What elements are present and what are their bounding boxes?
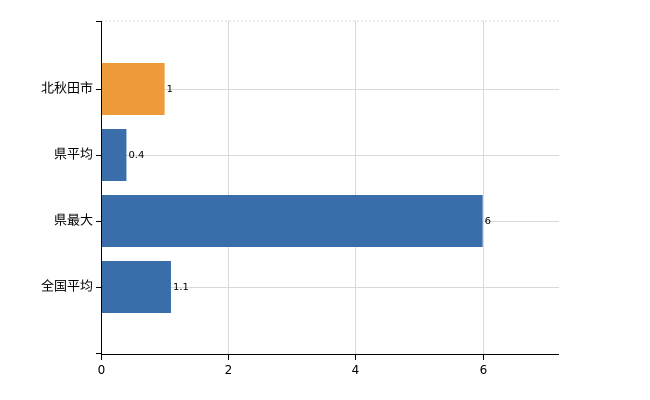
bar: [101, 195, 483, 247]
category-label: 北秋田市: [41, 81, 93, 97]
category-label: 県最大: [54, 214, 93, 229]
data-label: 1: [167, 84, 173, 95]
x-tick-label: 0: [98, 363, 106, 377]
category-label: 県平均: [54, 148, 93, 163]
x-tick-label: 4: [352, 363, 360, 377]
data-label: 6: [485, 216, 491, 227]
labels: 1 北秋田市 0.4 県平均 6 県最大 1.1 全国平均 0 2 4 6: [41, 81, 491, 378]
bar: [101, 129, 127, 181]
bars: [101, 63, 483, 313]
x-tick-label: 2: [225, 363, 233, 377]
x-tick-label: 6: [480, 363, 488, 377]
axes: [96, 21, 559, 360]
category-label: 全国平均: [41, 279, 93, 295]
data-label: 1.1: [173, 282, 189, 293]
data-label: 0.4: [128, 150, 144, 161]
bar: [101, 261, 171, 313]
bar: [101, 63, 165, 115]
